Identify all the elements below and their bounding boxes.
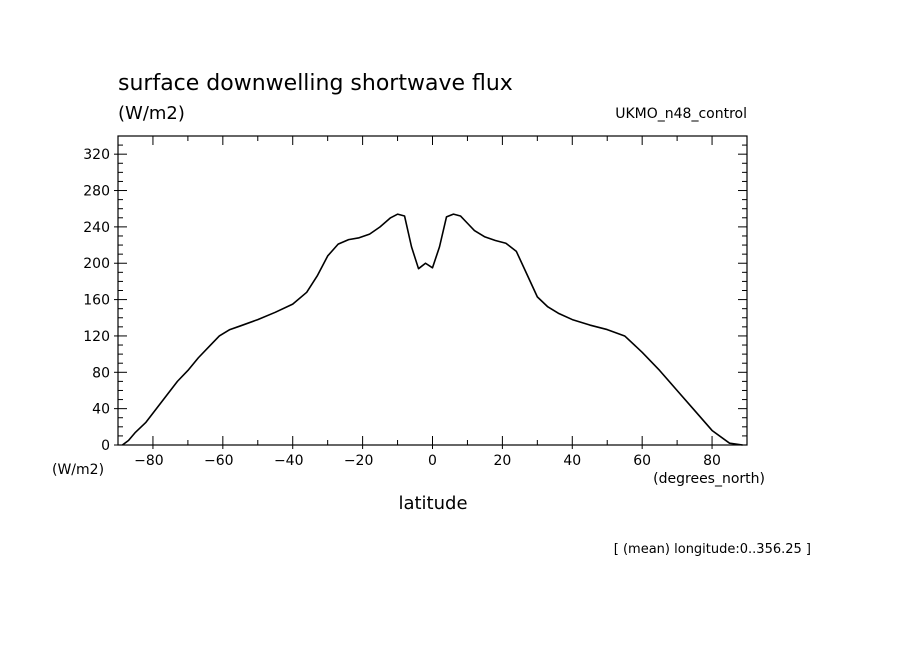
dataset-label: UKMO_n48_control [615, 106, 747, 122]
x-tick-label: −20 [344, 453, 374, 469]
plot-area: 0 40 80 120 160 200 240 280 320 −80 −60 −40 −20 0 20 4… [83, 135, 748, 469]
x-tick-label: 40 [563, 453, 581, 469]
x-tick-label: −80 [134, 453, 164, 469]
x-tick-labels: −80 −60 −40 −20 0 20 40 60 80 [134, 453, 721, 469]
y-tick-label: 40 [92, 402, 110, 418]
x-tick-label: 60 [633, 453, 651, 469]
x-tick-label: −40 [274, 453, 304, 469]
x-tick-label: −60 [204, 453, 234, 469]
chart-units: (W/m2) [118, 103, 185, 124]
y-tick-label: 0 [101, 438, 110, 454]
y-tick-labels: 0 40 80 120 160 200 240 280 320 [83, 147, 110, 454]
y-tick-label: 120 [83, 329, 110, 345]
chart-title: surface downwelling shortwave flux [118, 71, 513, 96]
x-axis-label: latitude [398, 493, 467, 514]
y-tick-label: 280 [83, 184, 110, 200]
plot-frame [117, 135, 748, 446]
y-tick-label: 80 [92, 365, 110, 381]
y-tick-label: 200 [83, 256, 110, 272]
footer-note: [ (mean) longitude:0..356.25 ] [614, 542, 811, 557]
x-axis-units: (degrees_north) [653, 471, 765, 487]
y-axis-units: (W/m2) [52, 462, 104, 478]
x-tick-label: 20 [493, 453, 511, 469]
y-tick-label: 320 [83, 147, 110, 163]
series-line [121, 213, 743, 446]
y-tick-label: 160 [83, 293, 110, 309]
tick-marks [114, 135, 748, 449]
x-tick-label: 80 [703, 453, 721, 469]
y-tick-label: 240 [83, 220, 110, 236]
x-tick-label: 0 [428, 453, 437, 469]
